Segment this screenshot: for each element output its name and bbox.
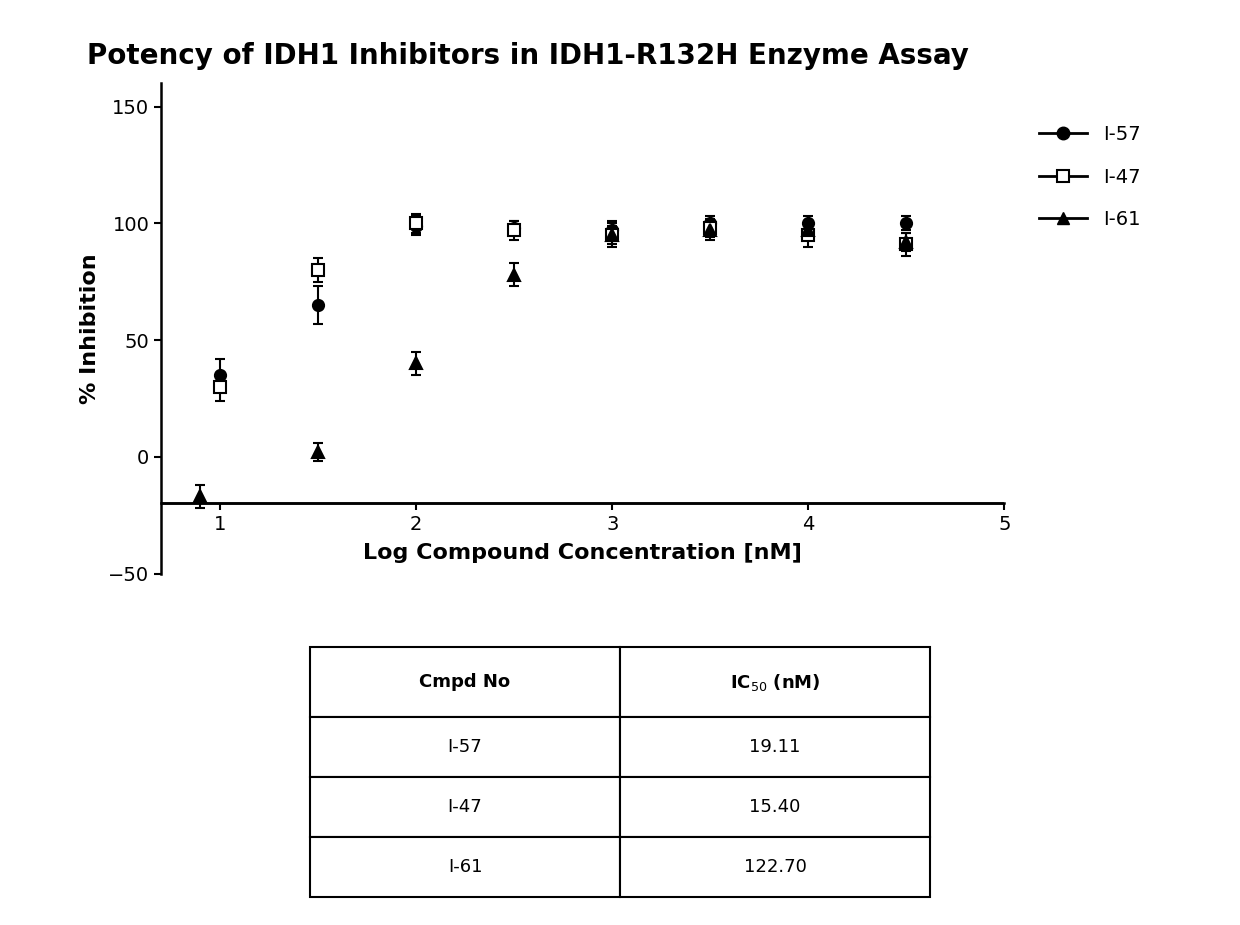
Legend: I-57, I-47, I-61: I-57, I-47, I-61 [1030,117,1148,237]
Y-axis label: % Inhibition: % Inhibition [79,253,100,403]
Text: Potency of IDH1 Inhibitors in IDH1-R132H Enzyme Assay: Potency of IDH1 Inhibitors in IDH1-R132H… [87,42,968,69]
X-axis label: Log Compound Concentration [nM]: Log Compound Concentration [nM] [363,543,802,562]
